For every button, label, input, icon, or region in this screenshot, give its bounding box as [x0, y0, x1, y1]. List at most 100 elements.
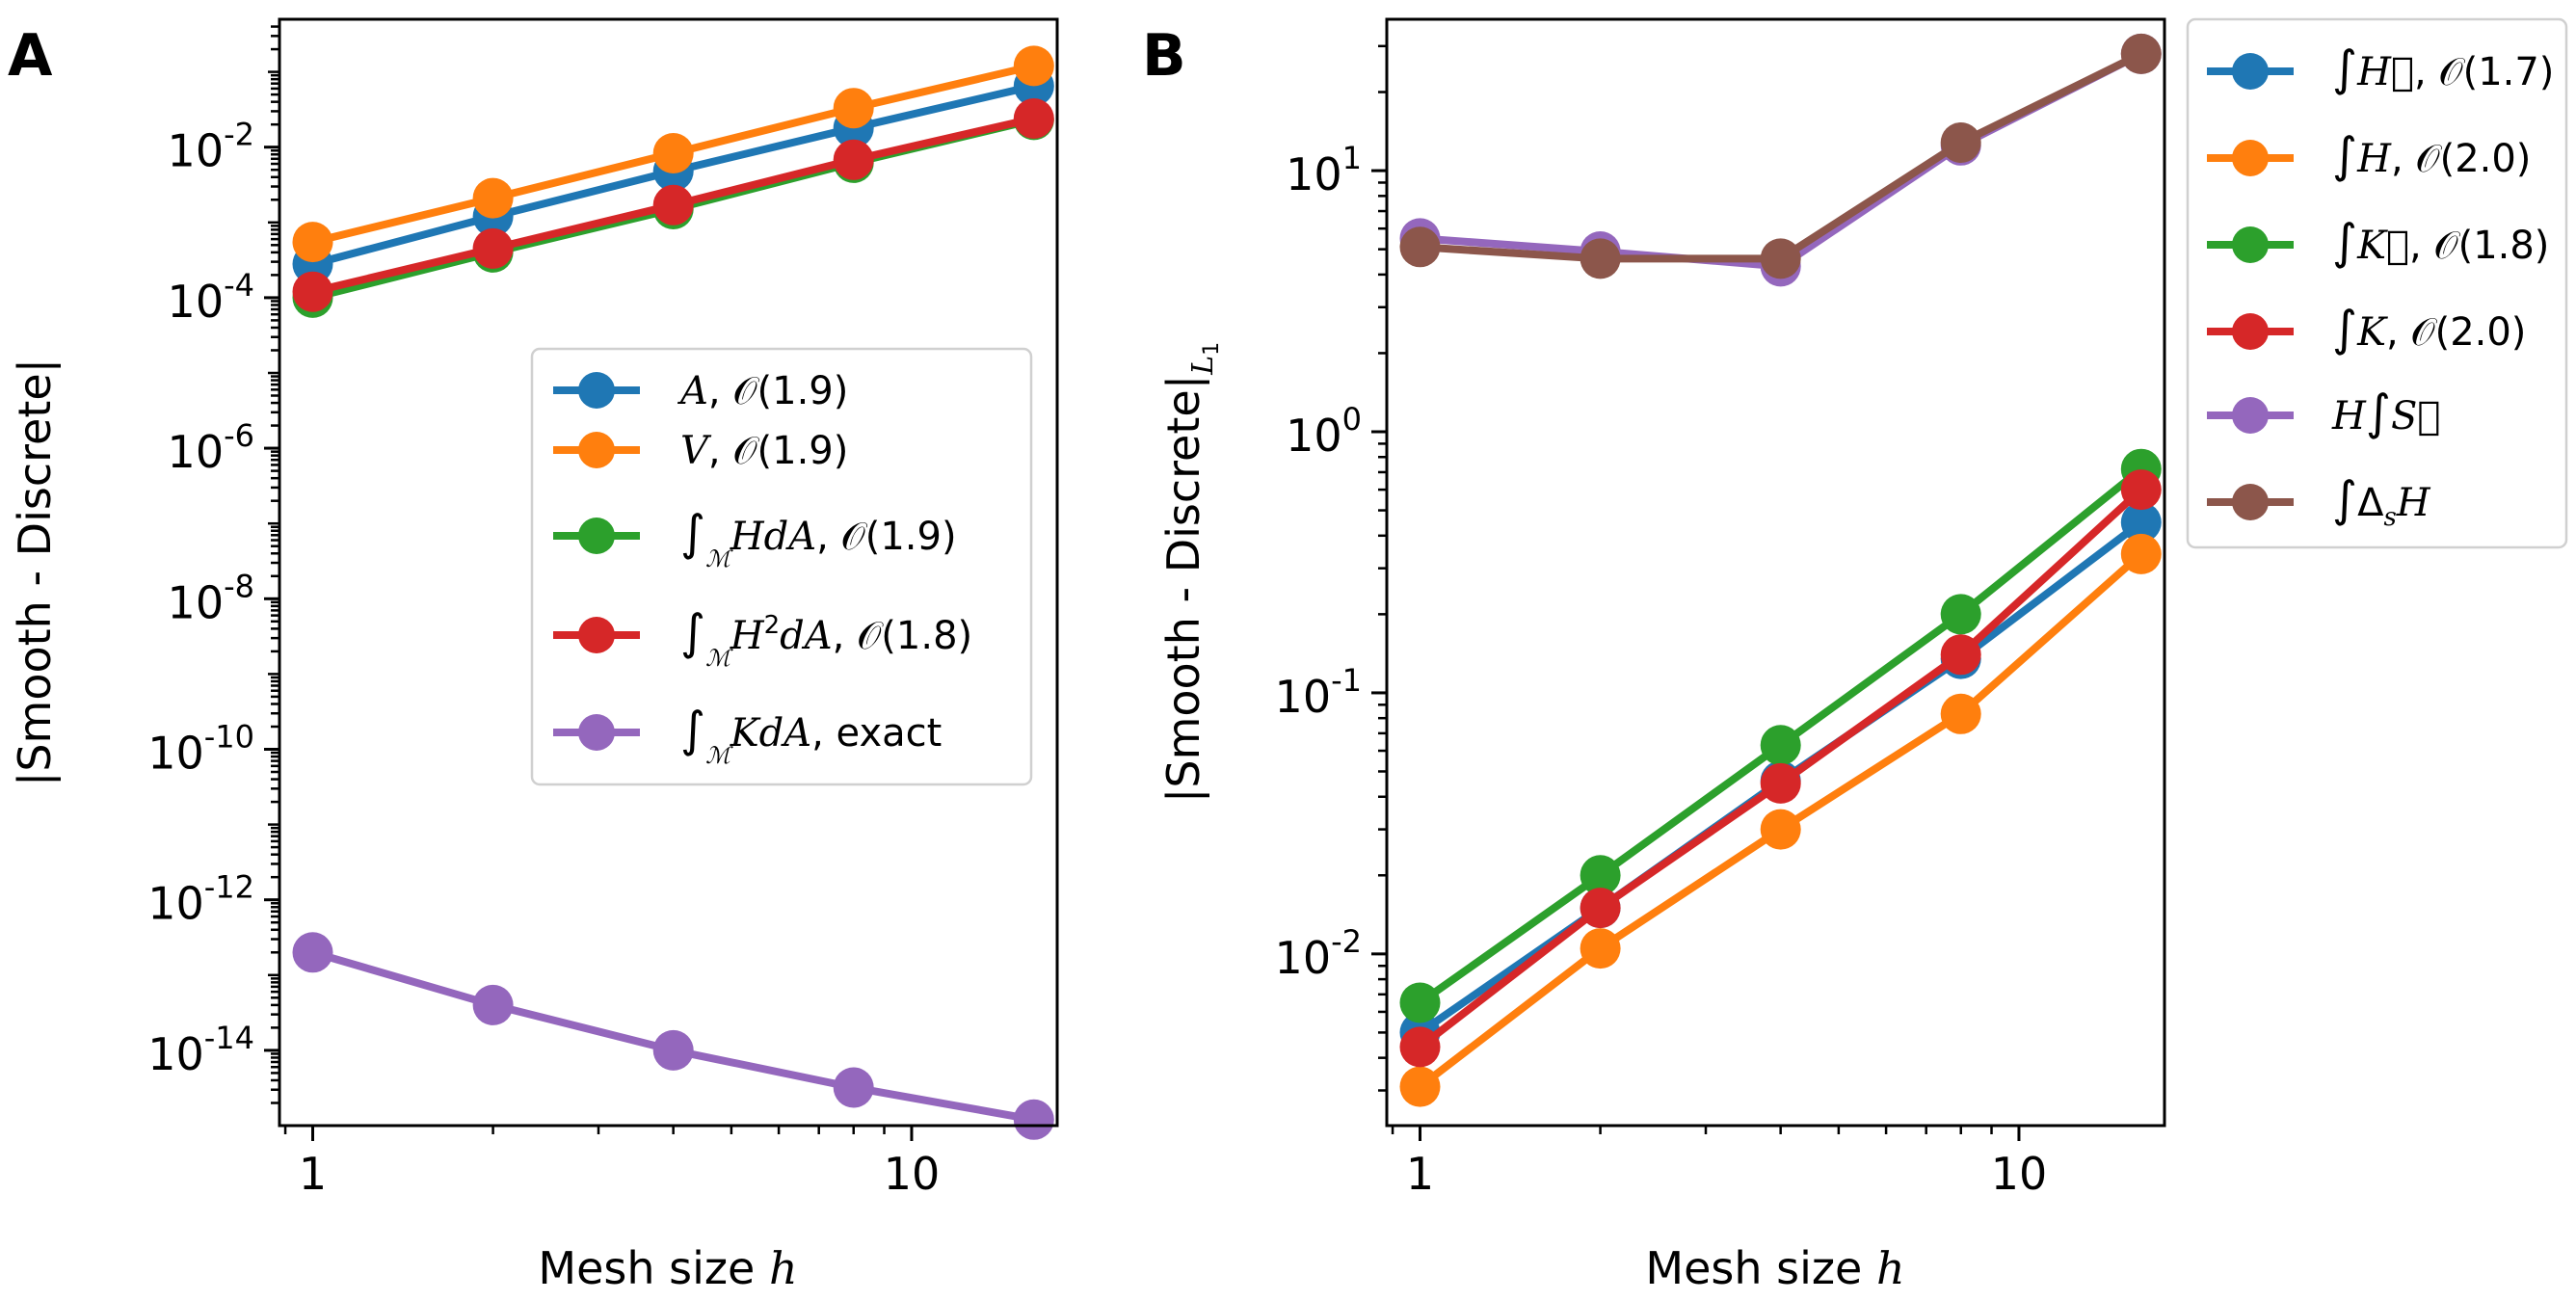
- panel-b-series-3: [1399, 469, 2162, 1068]
- panel-b-series-3-point: [2120, 469, 2162, 511]
- legend-entry-int-kda: ∫ℳKdA, exact: [553, 702, 942, 769]
- legend-label-int-h: ∫H, 𝒪(2.0): [2332, 127, 2531, 183]
- panel-b-series-1: [1399, 533, 2162, 1107]
- panel-a-y-tick-label: 10-10: [147, 718, 254, 779]
- panel-b-series-1-point: [1399, 1066, 1441, 1107]
- panel-a-x-axis-label: Mesh size h: [538, 1242, 797, 1294]
- panel-b-series-4-line: [1420, 50, 2143, 271]
- legend-label-int-hda: ∫ℳHdA, 𝒪(1.9): [680, 505, 957, 572]
- panel-a-legend-frame: [530, 347, 1033, 786]
- legend-marker-int-hda: [578, 518, 615, 554]
- legend-marker-h-int-s-vec: [2232, 397, 2269, 434]
- legend-entry-int-k-vec: ∫K⃗, 𝒪(1.8): [2207, 214, 2549, 270]
- panel-b-series-5: [1399, 33, 2162, 279]
- panel-b-x-axis-label: Mesh size h: [1645, 1242, 1904, 1294]
- panel-a-x-tick-label: 1: [299, 1148, 327, 1200]
- panel-a-series-4-point: [292, 932, 333, 973]
- legend-entry-volume: V, 𝒪(1.9): [553, 429, 848, 473]
- panel-a-ticks: 1 10 10-2 10-4 10-6 10-8 10-10 10-12 10-14: [147, 25, 941, 1200]
- panel-b-series-3-point: [1399, 1026, 1441, 1068]
- panel-a-series-4-point: [1013, 1099, 1054, 1140]
- panel-a-series-3-point: [833, 139, 874, 180]
- panel-b-series-5-point: [1940, 122, 1981, 163]
- legend-label-h-int-s-vec: H∫S⃗: [2331, 385, 2440, 440]
- panel-a-series-1-point: [652, 133, 694, 173]
- panel-a-series: [292, 45, 1054, 1140]
- legend-marker-area: [578, 372, 615, 409]
- legend-label-int-k-vec: ∫K⃗, 𝒪(1.8): [2332, 214, 2549, 270]
- panel-a-series-1-point: [833, 88, 874, 129]
- panel-a-series-4: [292, 932, 1054, 1140]
- legend-label-int-laplace-h: ∫ΔsH: [2332, 471, 2431, 532]
- legend-label-volume: V, 𝒪(1.9): [680, 429, 848, 473]
- panel-a-series-1: [292, 45, 1054, 263]
- panel-a-series-4-point: [833, 1067, 874, 1108]
- panel-b-legend: ∫H⃗, 𝒪(1.7) ∫H, 𝒪(2.0) ∫K⃗, 𝒪(1.8) ∫K, 𝒪…: [2186, 17, 2568, 549]
- panel-b-ticks: 1 10 101 100 10-1 10-2: [1275, 44, 2048, 1200]
- panel-a-axes-frame: [278, 17, 1059, 1128]
- panel-a-series-3-point: [292, 271, 333, 312]
- panel-b-series-3-point: [1940, 634, 1981, 676]
- panel-a-series-3-point: [1013, 98, 1054, 139]
- legend-marker-int-laplace-h: [2232, 484, 2269, 520]
- panel-b-series-3-point: [1760, 762, 1801, 804]
- panel-b-y-axis-label: |Smooth - Discrete|L1: [1157, 342, 1224, 803]
- panel-a-y-tick-label: 10-14: [147, 1020, 254, 1080]
- panel-a-series-3-point: [472, 227, 514, 269]
- panel-a-y-tick-label: 10-12: [147, 869, 254, 930]
- panel-b-x-axis-label-text: Mesh size: [1645, 1242, 1876, 1294]
- legend-label-int-kda: ∫ℳKdA, exact: [680, 702, 942, 769]
- legend-entry-area: A, 𝒪(1.9): [553, 369, 848, 413]
- legend-entry-int-h-vec: ∫H⃗, 𝒪(1.7): [2207, 40, 2554, 96]
- panel-a-series-1-point: [1013, 45, 1054, 87]
- legend-marker-int-k: [2232, 313, 2269, 350]
- panel-a-y-axis-label: |Smooth - Discrete|: [9, 358, 62, 786]
- panel-b-axes-frame: [1385, 17, 2166, 1128]
- panel-a-series-0: [292, 66, 1054, 284]
- panel-b-legend-frame: [2186, 17, 2568, 549]
- panel-a-series-3: [292, 98, 1054, 312]
- panel-a: A 1 10 10-2 10-4 10-6 10-8 10-10 10-12 10-14 Mes…: [8, 17, 1059, 1294]
- legend-entry-int-h: ∫H, 𝒪(2.0): [2207, 127, 2531, 183]
- legend-entry-int-hda: ∫ℳHdA, 𝒪(1.9): [553, 505, 957, 572]
- legend-entry-int-laplace-h: ∫ΔsH: [2207, 471, 2431, 532]
- legend-marker-int-h-vec: [2232, 53, 2269, 90]
- panel-a-series-1-point: [472, 177, 514, 219]
- panel-b-series-5-point: [2120, 33, 2162, 74]
- panel-b-series-5-point: [1760, 238, 1801, 279]
- panel-a-series-4-point: [652, 1029, 694, 1071]
- panel-b-series-0-point: [2120, 502, 2162, 543]
- panel-b-series-2-point: [1940, 594, 1981, 635]
- panel-b-series-1-point: [1760, 809, 1801, 850]
- legend-marker-int-h: [2232, 140, 2269, 176]
- panel-b-series-1-point: [1580, 928, 1621, 969]
- legend-label-int-k: ∫K, 𝒪(2.0): [2332, 301, 2526, 357]
- panel-a-y-tick-label: 10-6: [168, 417, 254, 478]
- legend-marker-volume: [578, 432, 615, 468]
- panel-b-y-tick-label: 10-1: [1275, 662, 1362, 723]
- panel-b-series-5-point: [1399, 226, 1441, 268]
- legend-label-int-h-vec: ∫H⃗, 𝒪(1.7): [2332, 40, 2554, 96]
- legend-marker-int-h2da: [578, 617, 615, 653]
- panel-b-x-tick-label: 1: [1406, 1148, 1434, 1200]
- panel-b-y-tick-label: 10-2: [1275, 923, 1362, 984]
- legend-marker-int-k-vec: [2232, 226, 2269, 263]
- panel-a-x-axis-label-var: h: [769, 1242, 798, 1294]
- panel-a-x-tick-label: 10: [884, 1148, 941, 1200]
- panel-b-series-2-point: [1760, 725, 1801, 766]
- panel-b-x-tick-label: 10: [1991, 1148, 2048, 1200]
- legend-entry-h-int-s-vec: H∫S⃗: [2207, 385, 2440, 440]
- panel-a-series-1-point: [292, 222, 333, 263]
- panel-b-series-5-line: [1420, 50, 2143, 263]
- panel-b-series-2-point: [1580, 855, 1621, 896]
- panel-b-series-1-point: [2120, 533, 2162, 574]
- panel-b-series-3-point: [1580, 888, 1621, 929]
- legend-label-int-h2da: ∫ℳH2dA, 𝒪(1.8): [680, 604, 972, 672]
- panel-b-y-tick-label: 100: [1286, 401, 1362, 462]
- panel-b-y-tick-label: 101: [1286, 140, 1362, 200]
- legend-entry-int-k: ∫K, 𝒪(2.0): [2207, 301, 2526, 357]
- panel-a-y-tick-label: 10-8: [168, 568, 254, 628]
- legend-marker-int-kda: [578, 714, 615, 751]
- legend-entry-int-h2da: ∫ℳH2dA, 𝒪(1.8): [553, 604, 972, 672]
